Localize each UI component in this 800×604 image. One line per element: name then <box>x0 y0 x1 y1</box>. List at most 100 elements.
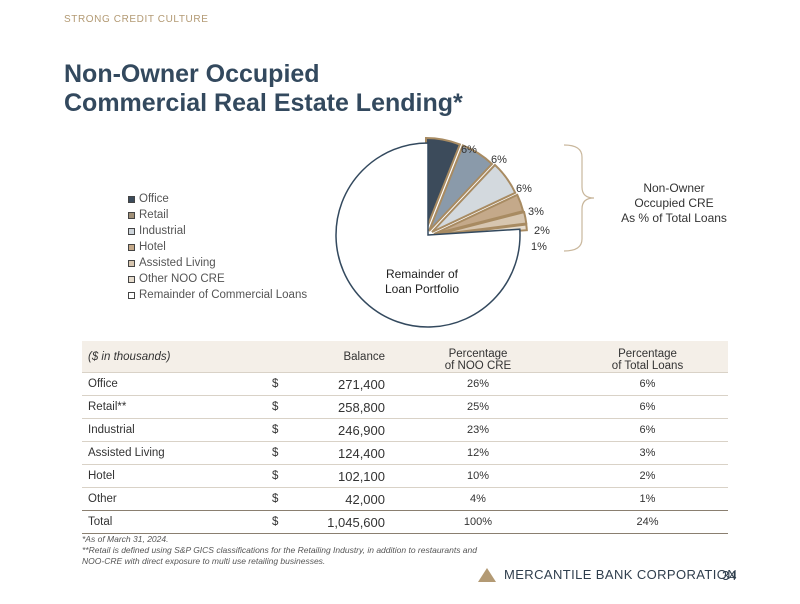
header-balance: Balance <box>268 341 389 373</box>
cell-pct-noo: 23% <box>389 418 567 442</box>
legend-item: Industrial <box>128 223 307 239</box>
cell-pct-noo: 4% <box>389 487 567 511</box>
cell-dollar: $ <box>268 441 296 465</box>
cell-dollar: $ <box>268 372 296 396</box>
table-row: Office $271,400 26% 6% <box>82 372 728 396</box>
brace-label-line-1: Non-Owner <box>643 181 705 195</box>
cell-balance: 271,400 <box>296 372 389 396</box>
header-pct-noo-line-1: Percentage <box>448 348 508 360</box>
chart-legend: Office Retail Industrial Hotel Assisted Livi… <box>128 191 307 303</box>
cell-name: Hotel <box>82 464 268 488</box>
header-pct-noo: Percentage of NOO CRE <box>389 341 567 373</box>
pie-slice <box>428 144 494 232</box>
pie-slice-remainder <box>335 142 521 328</box>
cell-pct-total: 6% <box>567 372 728 396</box>
cell-name: Office <box>82 372 268 396</box>
cell-name: Other <box>82 487 268 511</box>
cell-balance: 258,800 <box>296 395 389 419</box>
legend-swatch <box>128 259 135 267</box>
legend-label: Hotel <box>139 241 166 253</box>
cell-pct-total: 1% <box>567 487 728 511</box>
legend-item: Other NOO CRE <box>128 271 307 287</box>
pie-remainder-label: Loan Portfolio <box>385 282 459 296</box>
table-caption: ($ in thousands) <box>82 341 268 373</box>
pie-data-label: 3% <box>528 206 544 218</box>
footnotes: *As of March 31, 2024. **Retail is defin… <box>82 534 477 567</box>
pie-data-label: 6% <box>461 144 477 156</box>
footnote-1: *As of March 31, 2024. <box>82 534 169 544</box>
noo-cre-table: ($ in thousands) Balance Percentage of N… <box>82 341 728 534</box>
legend-label: Remainder of Commercial Loans <box>139 289 308 301</box>
legend-swatch <box>128 275 135 283</box>
brand: MERCANTILE BANK CORPORATION <box>478 567 737 582</box>
header-pct-noo-line-2: of NOO CRE <box>444 360 512 372</box>
header-pct-total-line-1: Percentage <box>618 348 677 360</box>
cell-pct-noo: 26% <box>389 372 567 396</box>
brace-label-line-3: As % of Total Loans <box>621 211 727 225</box>
legend-label: Retail <box>139 209 169 221</box>
cell-balance: 246,900 <box>296 418 389 442</box>
legend-label: Other NOO CRE <box>139 273 225 285</box>
table-header-row: ($ in thousands) Balance Percentage of N… <box>82 341 728 373</box>
legend-swatch <box>128 291 135 299</box>
cell-name: Assisted Living <box>82 441 268 465</box>
page-title: Non-Owner Occupied Commercial Real Estat… <box>64 60 463 118</box>
cell-dollar: $ <box>268 464 296 488</box>
cell-pct-noo: 10% <box>389 464 567 488</box>
cell-dollar: $ <box>268 510 296 534</box>
cell-pct-noo: 25% <box>389 395 567 419</box>
header-pct-total-line-2: of Total Loans <box>611 360 684 372</box>
table-row: Industrial $246,900 23% 6% <box>82 418 728 442</box>
pie-slice <box>425 136 462 231</box>
cell-pct-total: 2% <box>567 464 728 488</box>
pie-data-label: 1% <box>531 241 547 253</box>
legend-label: Office <box>139 193 169 205</box>
cell-pct-noo: 100% <box>389 510 567 534</box>
footnote-2: **Retail is defined using S&P GICS class… <box>82 545 477 555</box>
section-kicker: STRONG CREDIT CULTURE <box>64 14 209 25</box>
legend-label: Assisted Living <box>139 257 216 269</box>
pie-data-label: 6% <box>491 154 507 166</box>
footnote-3: NOO-CRE with direct exposure to multi us… <box>82 556 326 566</box>
pie-data-label: 6% <box>516 183 532 195</box>
cell-pct-total: 24% <box>567 510 728 534</box>
legend-swatch <box>128 227 135 235</box>
cell-dollar: $ <box>268 418 296 442</box>
legend-swatch <box>128 195 135 203</box>
brace-label: Non-Owner Occupied CRE As % of Total Loa… <box>604 181 744 226</box>
cell-dollar: $ <box>268 395 296 419</box>
cell-dollar: $ <box>268 487 296 511</box>
cell-balance: 1,045,600 <box>296 510 389 534</box>
legend-item: Retail <box>128 207 307 223</box>
brace-label-line-2: Occupied CRE <box>634 196 714 210</box>
page-number: 34 <box>722 568 737 583</box>
pie-slice <box>433 193 525 235</box>
legend-label: Industrial <box>139 225 186 237</box>
legend-item: Remainder of Commercial Loans <box>128 287 307 303</box>
legend-swatch <box>128 211 135 219</box>
legend-item: Office <box>128 191 307 207</box>
legend-swatch <box>128 243 135 251</box>
table-row: Retail** $258,800 25% 6% <box>82 395 728 419</box>
brace-icon <box>563 144 595 252</box>
table-row: Hotel $102,100 10% 2% <box>82 464 728 488</box>
cell-pct-total: 3% <box>567 441 728 465</box>
brand-name: MERCANTILE BANK CORPORATION <box>504 567 738 582</box>
legend-item: Hotel <box>128 239 307 255</box>
cell-balance: 102,100 <box>296 464 389 488</box>
cell-name: Total <box>82 510 268 534</box>
cell-pct-noo: 12% <box>389 441 567 465</box>
cell-balance: 42,000 <box>296 487 389 511</box>
header-pct-total: Percentage of Total Loans <box>567 341 728 373</box>
legend-item: Assisted Living <box>128 255 307 271</box>
table-total-row: Total $1,045,600 100% 24% <box>82 510 728 534</box>
cell-name: Industrial <box>82 418 268 442</box>
pie-slice <box>431 163 517 233</box>
table-row: Other $42,000 4% 1% <box>82 487 728 511</box>
title-line-1: Non-Owner Occupied <box>64 60 320 88</box>
triangle-logo-icon <box>478 567 496 582</box>
cell-pct-total: 6% <box>567 395 728 419</box>
cell-pct-total: 6% <box>567 418 728 442</box>
table-row: Assisted Living $124,400 12% 3% <box>82 441 728 465</box>
